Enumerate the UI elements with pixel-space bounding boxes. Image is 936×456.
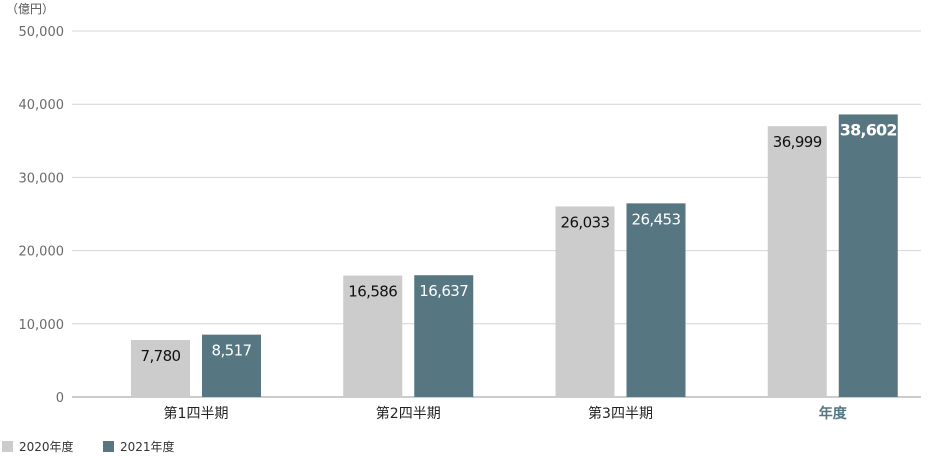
y-tick-label: 40,000 [19,98,65,113]
y-axis-ticks: 0 10,000 20,000 30,000 40,000 50,000 [19,25,65,406]
unit-label: （億円） [6,2,54,16]
y-tick-label: 10,000 [19,318,65,333]
bar-2020 [131,340,190,397]
data-label: 26,033 [561,213,610,231]
category-label: 年度 [819,405,848,422]
data-label: 26,453 [632,210,681,228]
legend-swatch-2021 [103,441,114,452]
y-tick-label: 0 [56,391,64,406]
data-label: 36,999 [773,133,822,151]
data-label: 38,602 [840,120,897,139]
value-labels: 7,780 8,517 16,586 16,637 26,033 26,453 36,999… [141,120,898,365]
data-label: 7,780 [141,347,181,365]
bar-2020 [343,275,403,397]
bar-2021 [202,334,261,397]
bar-2020 [555,206,615,397]
data-label: 8,517 [212,342,252,360]
y-tick-label: 50,000 [19,25,65,40]
legend: 2020年度 2021年度 [2,439,175,454]
bar-2021 [838,114,898,398]
legend-swatch-2020 [2,441,13,452]
y-tick-label: 20,000 [19,245,65,260]
bar-2020 [767,126,827,397]
category-labels: 第1四半期 第2四半期 第3四半期 年度 [164,405,848,422]
category-label: 第3四半期 [588,405,653,422]
data-label: 16,586 [348,283,397,301]
category-label: 第2四半期 [376,405,441,422]
category-label: 第1四半期 [164,405,229,422]
y-tick-label: 30,000 [19,171,65,186]
legend-label-2021: 2021年度 [120,439,175,454]
bar-2021 [626,203,686,397]
data-label: 16,637 [419,282,468,300]
bars [131,114,898,398]
bar-2021 [414,275,474,397]
legend-label-2020: 2020年度 [19,439,74,454]
